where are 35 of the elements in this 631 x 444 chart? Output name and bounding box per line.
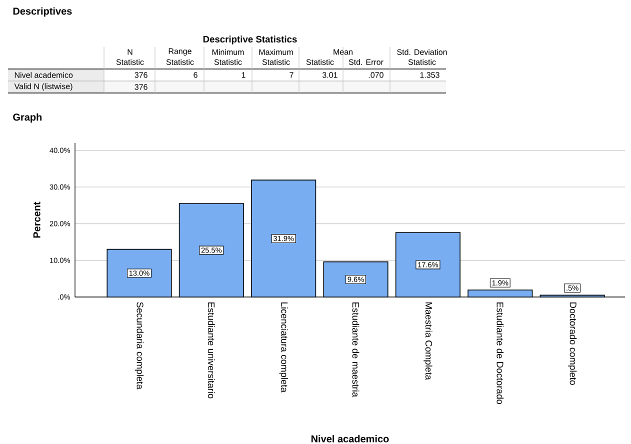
text: 376 bbox=[134, 72, 148, 78]
text: Descriptive Statistics bbox=[203, 36, 297, 44]
text: Nivel academico bbox=[14, 72, 73, 78]
text: Mean bbox=[334, 49, 352, 55]
x-tick-label: Estudiante de Doctorado bbox=[496, 302, 504, 404]
text: Descriptives bbox=[13, 7, 72, 17]
text: Std. Error bbox=[348, 59, 384, 65]
text: .070 bbox=[368, 72, 384, 78]
text: Range bbox=[168, 48, 192, 56]
text: Statistic bbox=[214, 59, 242, 65]
x-tick-label: Licenciatura completa bbox=[279, 302, 288, 392]
x-tick-label: Maestria Completa bbox=[424, 302, 432, 380]
text: 1.353 bbox=[420, 72, 440, 78]
text: Statistic bbox=[166, 59, 194, 65]
x-tick-label: Estudiante universitario bbox=[208, 302, 215, 398]
text: Statistic bbox=[116, 59, 144, 65]
text: Statistic bbox=[262, 59, 290, 65]
text: N bbox=[128, 49, 132, 55]
x-axis-title: Nivel academico bbox=[311, 435, 389, 442]
text: 6 bbox=[194, 72, 198, 78]
text: Std. Deviation bbox=[397, 49, 447, 55]
text: Maximum bbox=[259, 49, 293, 55]
text: Statistic bbox=[408, 59, 436, 65]
chart-title: Graph bbox=[13, 113, 42, 123]
text: 3.01 bbox=[322, 72, 338, 78]
text: 376 bbox=[134, 84, 148, 90]
x-tick-label: Doctorado completo bbox=[568, 302, 577, 385]
text: Valid N (listwise) bbox=[14, 83, 72, 91]
text: Minimum bbox=[212, 49, 244, 55]
text: Statistic bbox=[306, 59, 334, 65]
text: 7 bbox=[290, 72, 294, 78]
x-tick-label: Secundaria completa bbox=[134, 302, 144, 390]
x-tick-label: Estudiante de maestria bbox=[352, 302, 360, 398]
y-axis-title: Percent bbox=[33, 202, 40, 238]
text: 1 bbox=[242, 72, 246, 78]
